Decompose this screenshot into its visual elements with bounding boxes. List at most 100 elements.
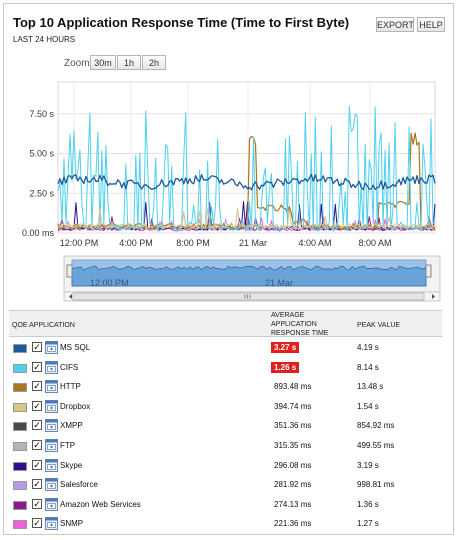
navigator-right-handle <box>425 264 432 278</box>
series-color-swatch[interactable] <box>13 500 27 510</box>
average-response-time: 315.35 ms <box>274 441 312 450</box>
series-color-swatch[interactable] <box>13 402 27 412</box>
peak-value: 1.27 s <box>357 519 379 529</box>
peak-value: 1.36 s <box>357 499 379 509</box>
series-color-swatch[interactable] <box>13 363 27 373</box>
application-icon <box>45 341 58 354</box>
help-button[interactable]: HELP <box>417 17 445 32</box>
zoom-30m-button[interactable]: 30m <box>90 55 116 70</box>
application-name[interactable]: MS SQL <box>60 343 91 352</box>
table-row: ✓ Dropbox 394.74 ms 1.54 s <box>9 398 442 417</box>
navigator-label: 21 Mar <box>265 278 293 288</box>
application-name[interactable]: SNMP <box>60 519 84 529</box>
application-name[interactable]: FTP <box>60 441 76 450</box>
application-icon <box>45 360 58 374</box>
peak-value: 3.19 s <box>357 460 379 470</box>
y-tick-label: 7.50 s <box>29 109 54 119</box>
series-color-swatch[interactable] <box>13 442 27 451</box>
col-header-avg-3: RESPONSE TIME <box>271 330 329 337</box>
x-tick-label: 8:00 AM <box>358 238 391 248</box>
peak-value: 8.14 s <box>357 362 379 372</box>
y-tick-label: 2.50 s <box>29 188 54 198</box>
peak-value: 1.54 s <box>357 401 379 411</box>
series-visibility-checkbox[interactable]: ✓ <box>32 518 42 529</box>
average-response-time: 3.27 s <box>271 342 300 353</box>
series-line <box>57 207 436 229</box>
average-response-time: 221.36 ms <box>274 519 312 529</box>
peak-value: 499.55 ms <box>357 441 395 450</box>
table-row: ✓ Salesforce 281.92 ms 998.81 ms <box>9 476 442 495</box>
series-visibility-checkbox[interactable]: ✓ <box>32 342 42 352</box>
average-response-time: 274.13 ms <box>274 499 312 509</box>
table-row: ✓ Skype 296.08 ms 3.19 s <box>9 457 442 476</box>
application-name[interactable]: HTTP <box>60 382 81 392</box>
average-response-time: 281.92 ms <box>274 480 312 490</box>
application-name[interactable]: Amazon Web Services <box>60 499 141 509</box>
navigator-label: 12:00 PM <box>90 278 129 288</box>
zoom-1h-button[interactable]: 1h <box>117 55 141 70</box>
average-response-time: 394.74 ms <box>274 401 312 411</box>
series-visibility-checkbox[interactable]: ✓ <box>32 440 42 450</box>
application-name[interactable]: CIFS <box>60 362 79 372</box>
navigator-area <box>71 265 427 287</box>
series-color-swatch[interactable] <box>13 461 27 471</box>
series-visibility-checkbox[interactable]: ✓ <box>32 479 42 490</box>
scrollbar-thumb <box>72 292 425 301</box>
application-icon <box>45 497 58 511</box>
table-row: ✓ Amazon Web Services 274.13 ms 1.36 s <box>9 496 442 515</box>
time-navigator[interactable]: 12:00 PM 21 Mar <box>63 255 441 302</box>
series-color-swatch[interactable] <box>13 344 27 353</box>
application-name[interactable]: Salesforce <box>60 480 98 490</box>
series-visibility-checkbox[interactable]: ✓ <box>32 498 42 509</box>
x-tick-label: 4:00 AM <box>298 238 331 248</box>
table-row: ✓ CIFS 1.26 s 8.14 s <box>9 359 442 378</box>
series-color-swatch[interactable] <box>13 422 27 432</box>
zoom-2h-button[interactable]: 2h <box>142 55 166 70</box>
application-icon <box>45 380 58 394</box>
chart-series <box>57 105 436 232</box>
application-name[interactable]: Skype <box>60 460 83 470</box>
series-visibility-checkbox[interactable]: ✓ <box>32 381 42 392</box>
series-visibility-checkbox[interactable]: ✓ <box>32 361 42 372</box>
navigator-left-handle <box>66 264 73 278</box>
x-axis: 12:00 PM 4:00 PM 8:00 PM 21 Mar 4:00 AM 8:00 … <box>60 238 392 248</box>
table-row: ✓ XMPP 351.36 ms 854.92 ms <box>9 417 442 436</box>
average-response-time: 893.48 ms <box>274 382 312 392</box>
x-tick-label: 12:00 PM <box>60 238 99 248</box>
series-visibility-checkbox[interactable]: ✓ <box>32 420 42 431</box>
application-icon <box>45 419 58 433</box>
y-tick-label: 0.00 ms <box>22 228 55 238</box>
series-line <box>57 173 436 191</box>
table-row: ✓ FTP 315.35 ms 499.55 ms <box>9 437 442 456</box>
average-response-time: 296.08 ms <box>274 460 312 470</box>
series-color-swatch[interactable] <box>13 481 27 491</box>
series-visibility-checkbox[interactable]: ✓ <box>32 459 42 470</box>
peak-value: 854.92 ms <box>357 421 395 431</box>
scroll-right-icon <box>432 294 435 299</box>
application-name[interactable]: XMPP <box>60 421 83 431</box>
series-color-swatch[interactable] <box>13 520 27 530</box>
application-name[interactable]: Dropbox <box>60 401 91 411</box>
average-response-time: 1.26 s <box>271 361 300 373</box>
export-button[interactable]: EXPORT <box>376 17 414 32</box>
table-row: ✓ HTTP 893.48 ms 13.48 s <box>9 378 442 397</box>
peak-value: 4.19 s <box>357 343 379 352</box>
peak-value: 13.48 s <box>357 382 384 392</box>
scroll-left-icon <box>69 294 72 299</box>
x-tick-label: 4:00 PM <box>119 238 153 248</box>
application-icon <box>45 439 58 452</box>
table-row: ✓ MS SQL 3.27 s 4.19 s <box>9 339 442 358</box>
col-header-avg-2: APPLICATION <box>271 321 317 328</box>
widget-title: Top 10 Application Response Time (Time t… <box>13 15 350 30</box>
col-header-app: QOE APPLICATION <box>12 322 75 329</box>
table-header: QOE APPLICATION AVERAGE APPLICATION RESP… <box>9 310 442 337</box>
col-header-peak: PEAK VALUE <box>357 322 401 329</box>
application-icon <box>45 399 58 413</box>
col-header-avg-1: AVERAGE <box>271 312 305 319</box>
series-visibility-checkbox[interactable]: ✓ <box>32 400 42 411</box>
peak-value: 998.81 ms <box>357 480 395 490</box>
response-time-chart: 7.50 s 5.00 s 2.50 s 0.00 ms 12:00 PM 4:00 P… <box>22 81 441 302</box>
series-color-swatch[interactable] <box>13 383 27 393</box>
application-icon <box>45 458 58 472</box>
y-axis: 7.50 s 5.00 s 2.50 s 0.00 ms <box>22 109 55 238</box>
